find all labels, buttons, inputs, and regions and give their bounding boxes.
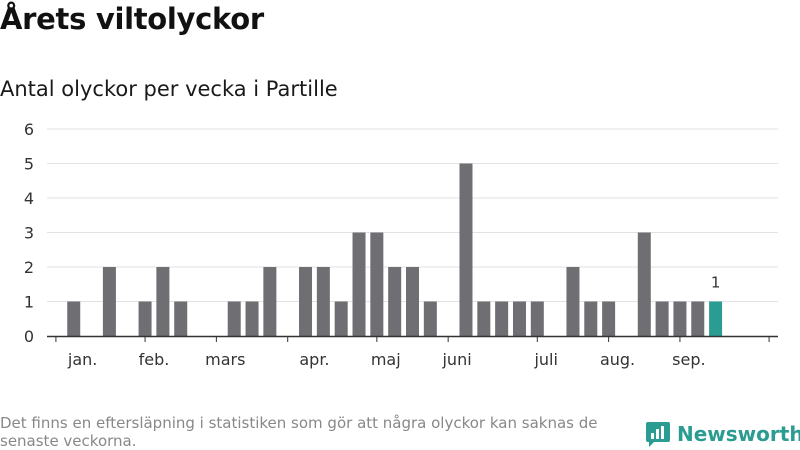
bar [370,232,384,336]
footnote: Det finns en eftersläpning i statistiken… [0,414,598,450]
x-tick-label: mars [205,350,245,369]
y-tick-label: 4 [24,189,34,208]
x-tick-label: apr. [299,350,329,369]
bar [102,267,116,336]
bar [691,301,705,336]
bar [67,301,81,336]
y-tick-label: 3 [24,224,34,243]
x-tick-label: sep. [672,350,705,369]
bar [637,232,651,336]
x-tick-label: juli [533,350,557,369]
bar [530,301,544,336]
bar [495,301,509,336]
bar [316,267,330,336]
x-tick-label: aug. [600,350,635,369]
bar [138,301,152,336]
bar [227,301,241,336]
bar [423,301,437,336]
x-tick-label: juni [441,350,471,369]
chart-subtitle: Antal olyckor per vecka i Partille [0,77,338,101]
bar-highlight [709,301,723,336]
bar [584,301,598,336]
bar [602,301,616,336]
bar [156,267,170,336]
bar [477,301,491,336]
bar [388,267,402,336]
bar [299,267,313,336]
bar [406,267,419,336]
bar [566,267,580,336]
bar [263,267,277,336]
brand-name: Newsworthy [677,422,800,446]
x-tick-label: jan. [67,350,97,369]
bar [655,301,669,336]
x-tick-label: feb. [139,350,170,369]
data-label: 1 [711,274,721,292]
bar [245,301,259,336]
newsworthy-logo-icon [646,422,670,447]
bar [459,163,473,336]
y-tick-label: 2 [24,258,34,277]
bar-chart: 0 1 2 3 4 5 6 1 jan. feb. mars apr. maj juni juli aug. s… [24,120,778,369]
chart-title: Årets viltolyckor [0,2,264,36]
y-tick-label: 0 [24,327,34,346]
bar [673,301,687,336]
bar [352,232,366,336]
brand[interactable]: Newsworthy [645,420,800,448]
bar [512,301,526,336]
bar [334,301,348,336]
y-tick-label: 1 [24,293,34,312]
x-tick-label: maj [371,350,401,369]
bar [174,301,188,336]
y-tick-label: 5 [24,155,34,174]
y-tick-label: 6 [24,120,34,139]
